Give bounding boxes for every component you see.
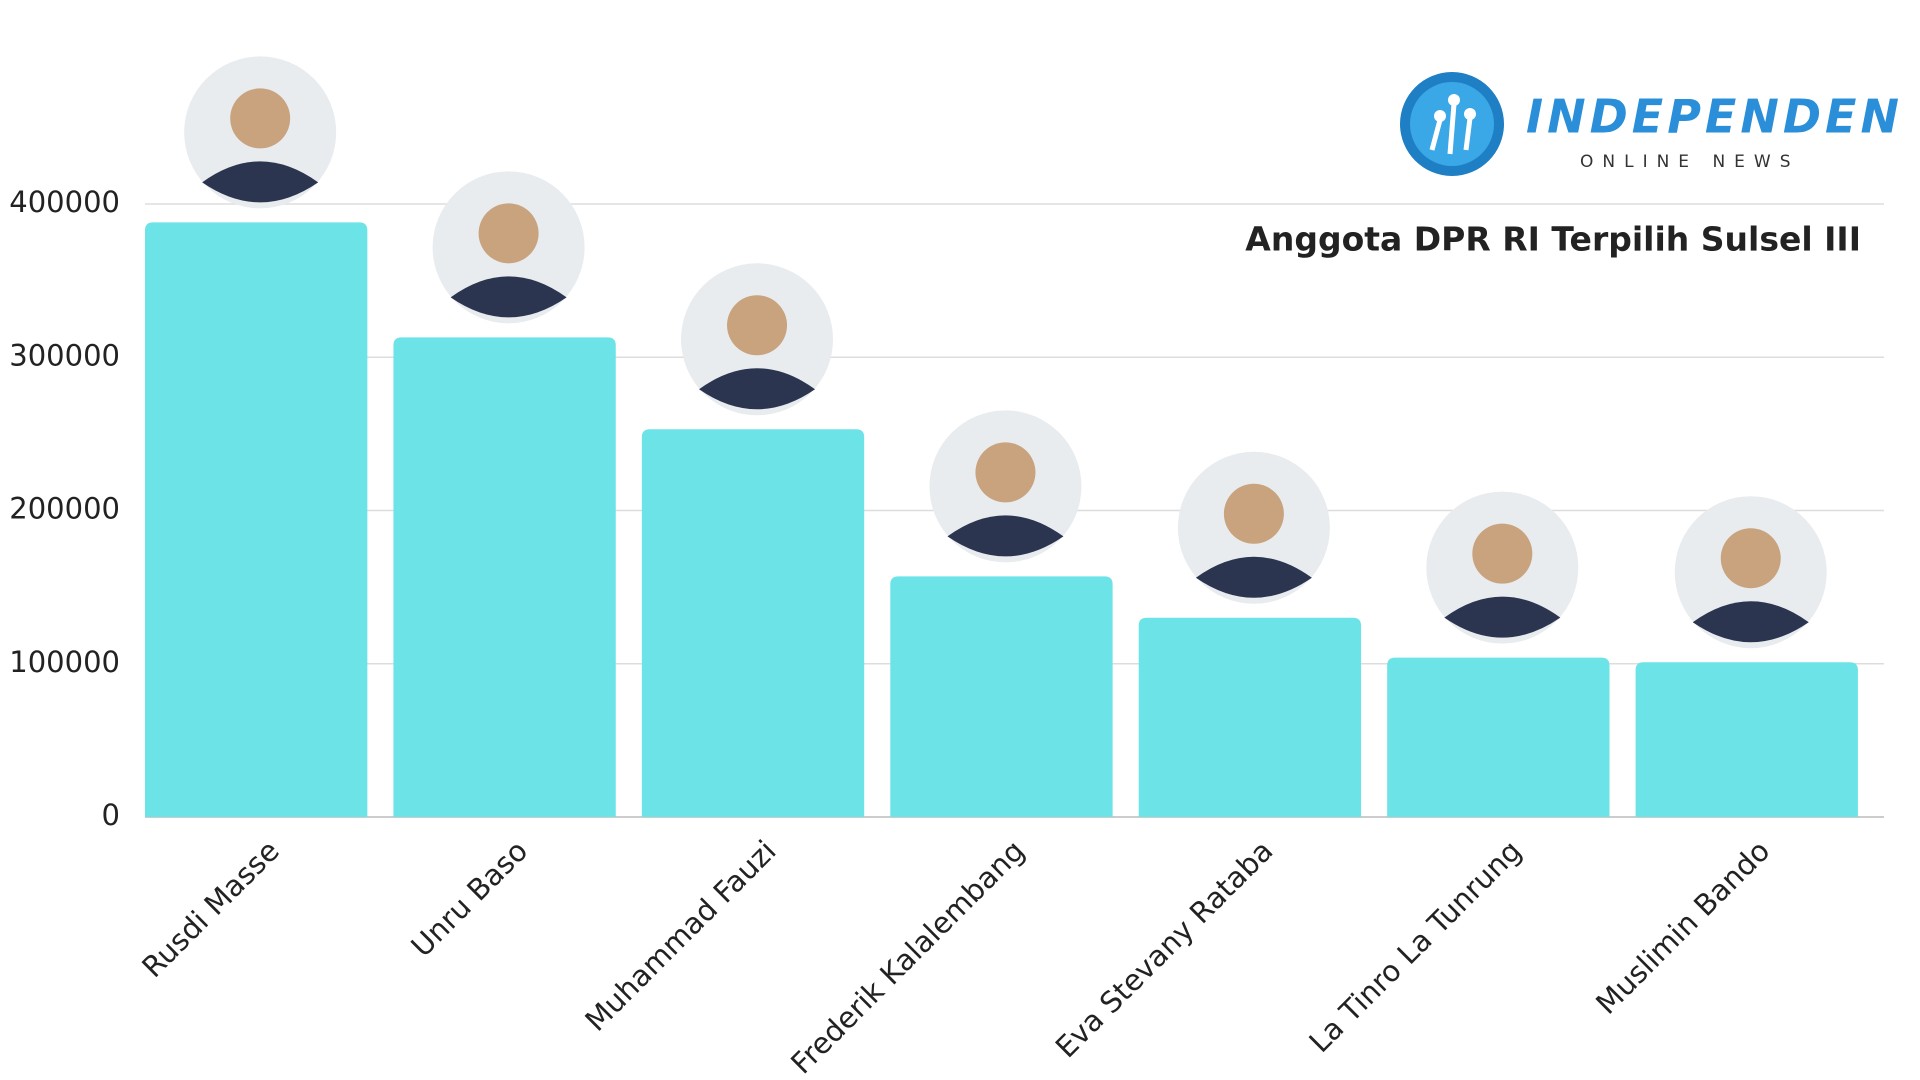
logo-circuit — [1429, 103, 1473, 155]
photo-head — [727, 295, 788, 356]
y-tick-label: 400000 — [9, 185, 120, 219]
bar — [1138, 617, 1362, 817]
photo-body — [450, 276, 567, 318]
photo-head — [1223, 483, 1284, 544]
y-tick-label: 200000 — [9, 492, 120, 526]
candidate-photo — [1674, 496, 1827, 649]
bar — [145, 222, 368, 817]
photo-head — [975, 442, 1036, 503]
photo-body — [699, 368, 816, 410]
bar — [890, 576, 1113, 817]
candidate-photo — [929, 410, 1082, 563]
logo-tagline: ONLINE NEWS — [1580, 152, 1800, 172]
photo-head — [230, 88, 291, 149]
photo-head — [1472, 523, 1533, 584]
candidate-photo — [432, 171, 585, 324]
photo-body — [1444, 596, 1561, 638]
chart-title: Anggota DPR RI Terpilih Sulsel III — [1245, 220, 1861, 259]
photo-body — [1692, 601, 1809, 643]
logo-node — [1448, 94, 1460, 106]
bar — [641, 429, 865, 817]
photo-body — [202, 161, 319, 203]
y-tick-label: 100000 — [9, 645, 120, 679]
logo-node — [1434, 110, 1446, 122]
candidate-photo — [1426, 491, 1579, 644]
candidate-photo — [1177, 451, 1330, 604]
photo-body — [947, 515, 1064, 557]
logo-name: INDEPENDEN — [1526, 90, 1903, 144]
photo-head — [1720, 528, 1781, 589]
bar — [1635, 662, 1858, 817]
photo-head — [478, 203, 539, 264]
logo-node — [1464, 108, 1476, 120]
candidate-photo — [681, 263, 834, 416]
candidate-photo — [184, 56, 337, 209]
bar — [1387, 657, 1610, 817]
bar — [393, 337, 616, 817]
y-tick-label: 0 — [102, 798, 120, 832]
y-tick-label: 300000 — [9, 338, 120, 372]
logo: INDEPENDEN ONLINE NEWS — [1400, 72, 1903, 176]
photo-body — [1195, 556, 1312, 598]
